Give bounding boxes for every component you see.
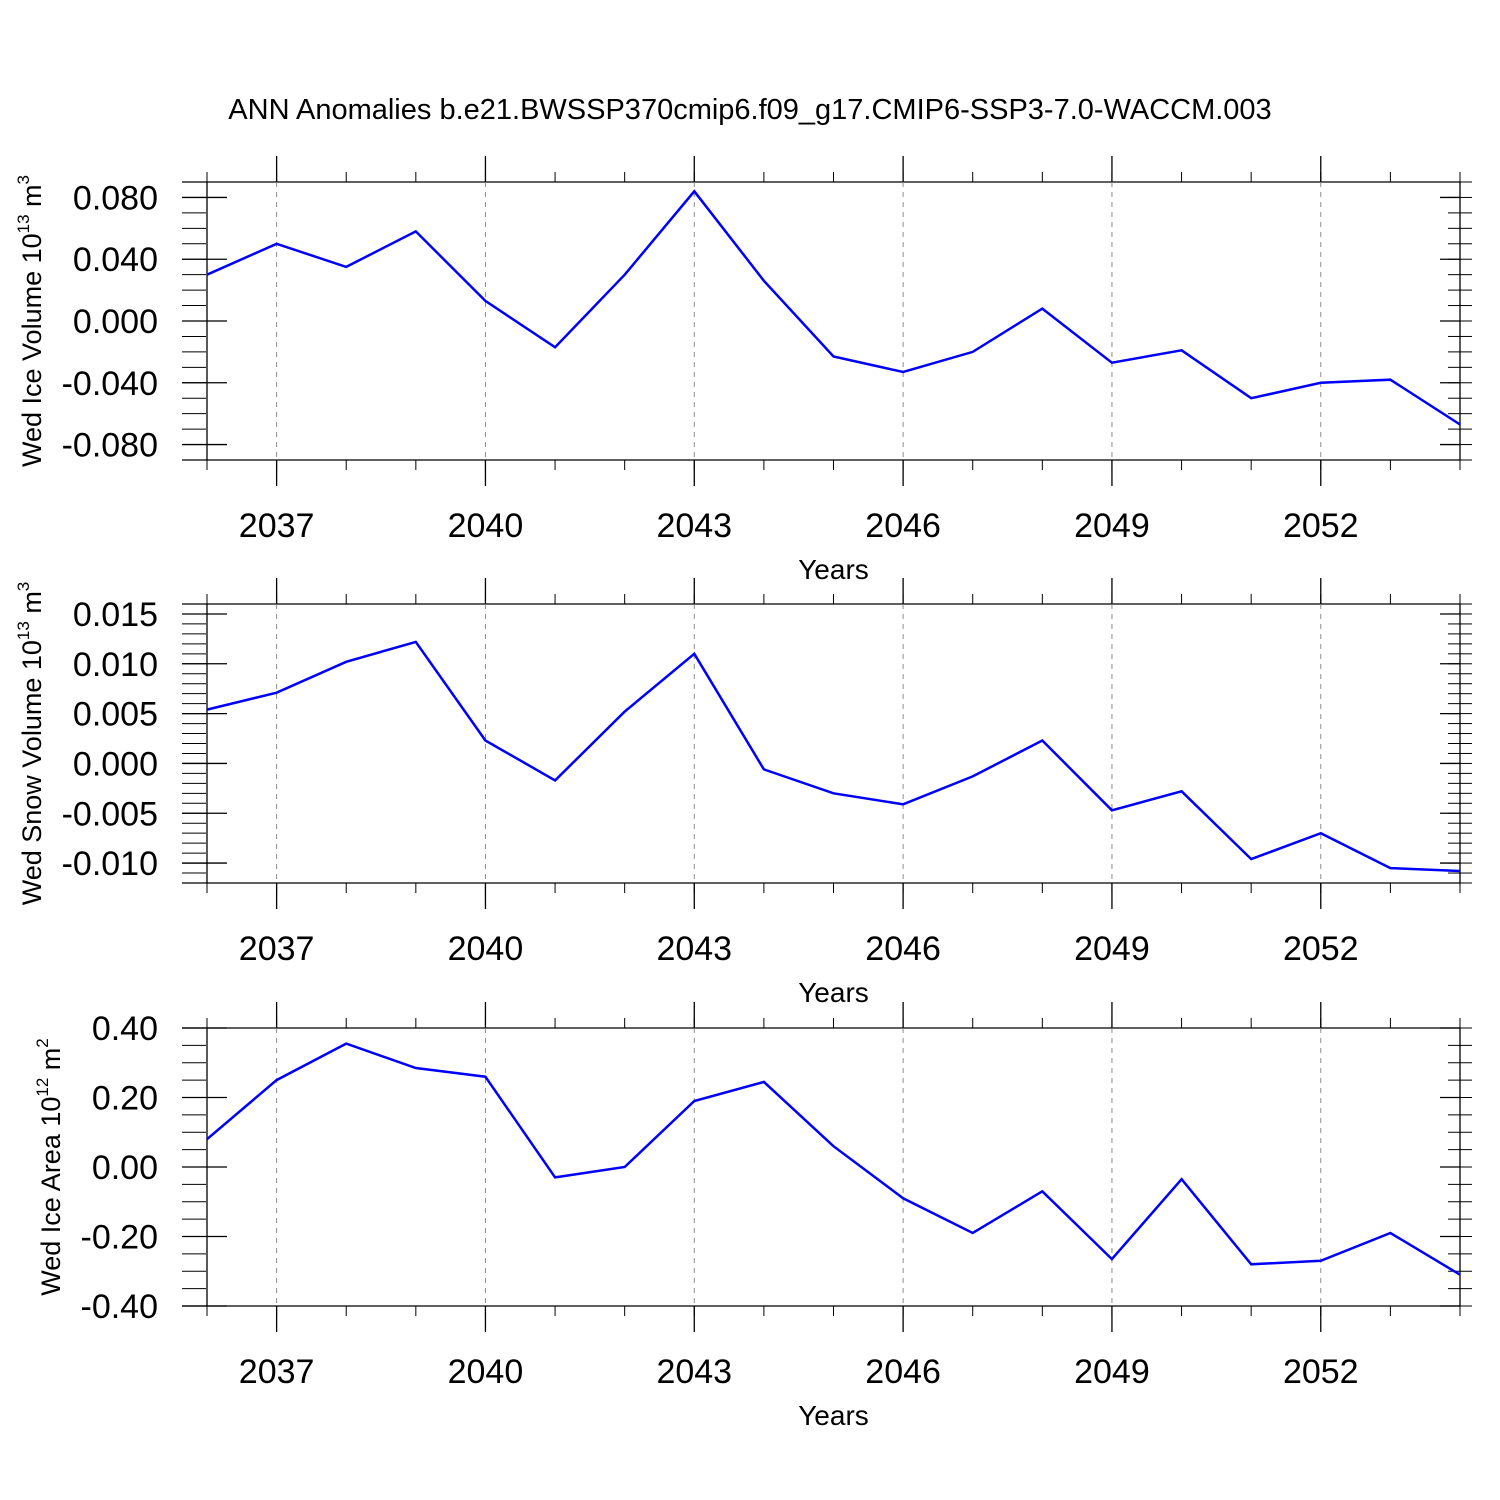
y-axis-label-unit: m (17, 591, 47, 621)
y-axis-label-unit-exponent: 3 (14, 175, 33, 184)
y-axis-label-text: Wed Snow Volume 10 (17, 640, 47, 905)
y-axis-label-unit-exponent: 3 (14, 582, 33, 591)
y-tick-label: 0.40 (92, 1010, 158, 1048)
y-tick-label: 0.00 (92, 1149, 158, 1187)
x-tick-label: 2037 (239, 1353, 315, 1391)
y-tick-label: 0.20 (92, 1080, 158, 1118)
y-axis-label-unit: m (36, 1048, 66, 1078)
x-axis-label: Years (798, 977, 869, 1008)
figure-title: ANN Anomalies b.e21.BWSSP370cmip6.f09_g1… (228, 94, 1271, 126)
y-axis-label-exponent: 12 (33, 1078, 52, 1097)
x-tick-label: 2040 (448, 507, 524, 545)
y-axis-label-exponent: 13 (14, 214, 33, 233)
y-axis-label: Wed Ice Area 1012 m2 (33, 1038, 66, 1296)
series-line-1 (206, 640, 1461, 873)
y-tick-label: 0.010 (73, 646, 158, 684)
x-tick-label: 2049 (1074, 507, 1150, 545)
x-tick-label: 2046 (865, 507, 941, 545)
y-tick-label: 0.015 (73, 596, 158, 634)
x-tick-label: 2043 (656, 1353, 732, 1391)
x-axis-label: Years (798, 1400, 869, 1431)
y-axis-label-text: Wed Ice Volume 10 (17, 233, 47, 467)
x-tick-label: 2040 (448, 930, 524, 968)
series-line-1 (206, 189, 1461, 426)
panels: 2037 2040 2043 2046 2049 2052 Years 0.080 0.040 0… (14, 156, 1472, 1431)
x-tick-label: 2052 (1283, 507, 1359, 545)
y-tick-label: 0.080 (73, 179, 158, 217)
x-tick-label: 2043 (656, 930, 732, 968)
y-axis-label-exponent: 13 (14, 621, 33, 640)
series-line-1 (206, 1042, 1461, 1276)
y-tick-label: -0.005 (62, 795, 158, 833)
x-tick-label: 2046 (865, 930, 941, 968)
x-tick-label: 2040 (448, 1353, 524, 1391)
x-axis-label: Years (798, 554, 869, 585)
y-tick-label: 0.040 (73, 241, 158, 279)
x-tick-label: 2043 (656, 507, 732, 545)
chart-panel-2: 2037 2040 2043 2046 2049 2052 Years 0.015 0.010 0… (14, 578, 1472, 1008)
x-tick-label: 2037 (239, 930, 315, 968)
y-axis-label-unit: m (17, 184, 47, 214)
x-tick-label: 2037 (239, 507, 315, 545)
y-axis-label-unit-exponent: 2 (33, 1038, 52, 1047)
x-tick-label: 2049 (1074, 930, 1150, 968)
chart-panel-1: 2037 2040 2043 2046 2049 2052 Years 0.080 0.040 0… (14, 156, 1472, 585)
x-tick-label: 2052 (1283, 930, 1359, 968)
y-tick-label: -0.40 (81, 1288, 159, 1326)
y-tick-label: -0.040 (62, 365, 158, 403)
y-tick-label: -0.20 (81, 1219, 159, 1257)
y-tick-label: -0.010 (62, 845, 158, 883)
x-tick-label: 2052 (1283, 1353, 1359, 1391)
y-axis-label-text: Wed Ice Area 10 (36, 1097, 66, 1296)
y-axis-label: Wed Snow Volume 1013 m3 (14, 582, 47, 906)
y-axis-label: Wed Ice Volume 1013 m3 (14, 175, 47, 467)
y-tick-label: -0.080 (62, 427, 158, 465)
chart-panel-3: 2037 2040 2043 2046 2049 2052 Years 0.40 0.20 0.0… (33, 1002, 1472, 1431)
x-tick-label: 2049 (1074, 1353, 1150, 1391)
y-tick-label: 0.005 (73, 696, 158, 734)
y-tick-label: 0.000 (73, 745, 158, 783)
x-tick-label: 2046 (865, 1353, 941, 1391)
y-tick-label: 0.000 (73, 303, 158, 341)
